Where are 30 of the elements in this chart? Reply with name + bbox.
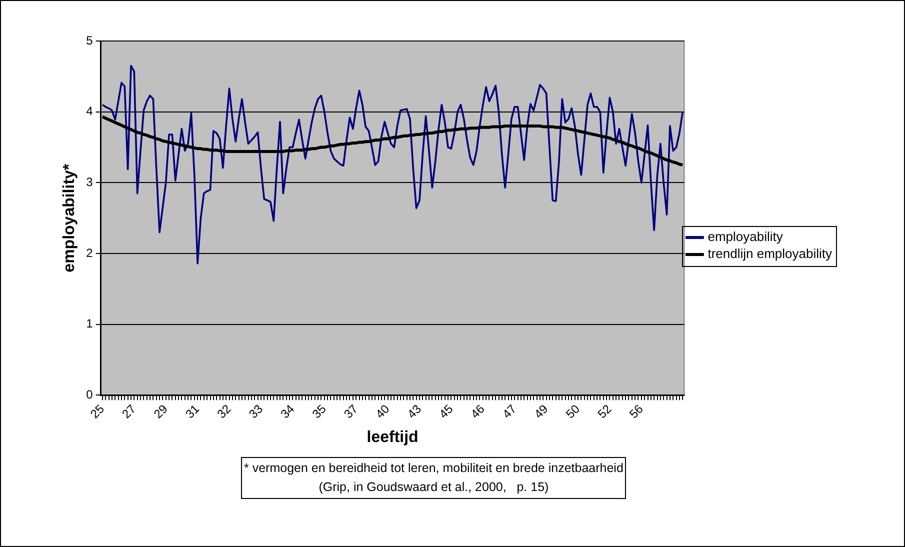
y-axis-title: employability*	[61, 163, 78, 272]
x-tick-label: 32	[214, 402, 234, 422]
x-tick-label: 47	[500, 402, 520, 422]
x-tick-label: 40	[372, 402, 392, 422]
y-tick-label: 4	[86, 104, 94, 118]
text: (Grip, in Goudswaard et al., 2000, p. 15)	[318, 479, 550, 496]
x-tick-label: 43	[404, 402, 424, 422]
x-tick-label: 34	[278, 402, 298, 422]
y-tick-label: 2	[86, 246, 94, 260]
x-tick-label: 27	[119, 402, 139, 422]
x-tick-label: 46	[468, 402, 488, 422]
x-tick-label: 35	[310, 402, 330, 422]
x-tick-label: 33	[246, 402, 266, 422]
y-tick-label: 5	[86, 33, 94, 48]
x-tick-label: 29	[150, 402, 171, 422]
y-tick-label: 1	[86, 316, 94, 331]
legend-label: trendlijn employability	[708, 246, 832, 262]
y-tick-label: 3	[86, 174, 94, 189]
text: * vermogen en bereidheid tot leren, mobiliteit en brede inzetbaarheid	[244, 460, 624, 477]
x-tick-label: 45	[436, 402, 456, 422]
legend-label: employability	[708, 229, 784, 244]
x-tick-label: 50	[563, 402, 583, 422]
x-axis-title: leeftijd	[366, 428, 418, 446]
x-tick-label: 31	[182, 402, 202, 422]
x-tick-label: 52	[594, 402, 614, 422]
y-tick-label: 0	[86, 387, 94, 402]
x-tick-label: 25	[88, 402, 108, 422]
x-tick-label: 56	[626, 402, 646, 422]
x-tick-label: 49	[531, 402, 551, 422]
x-tick-label: 37	[341, 402, 361, 422]
